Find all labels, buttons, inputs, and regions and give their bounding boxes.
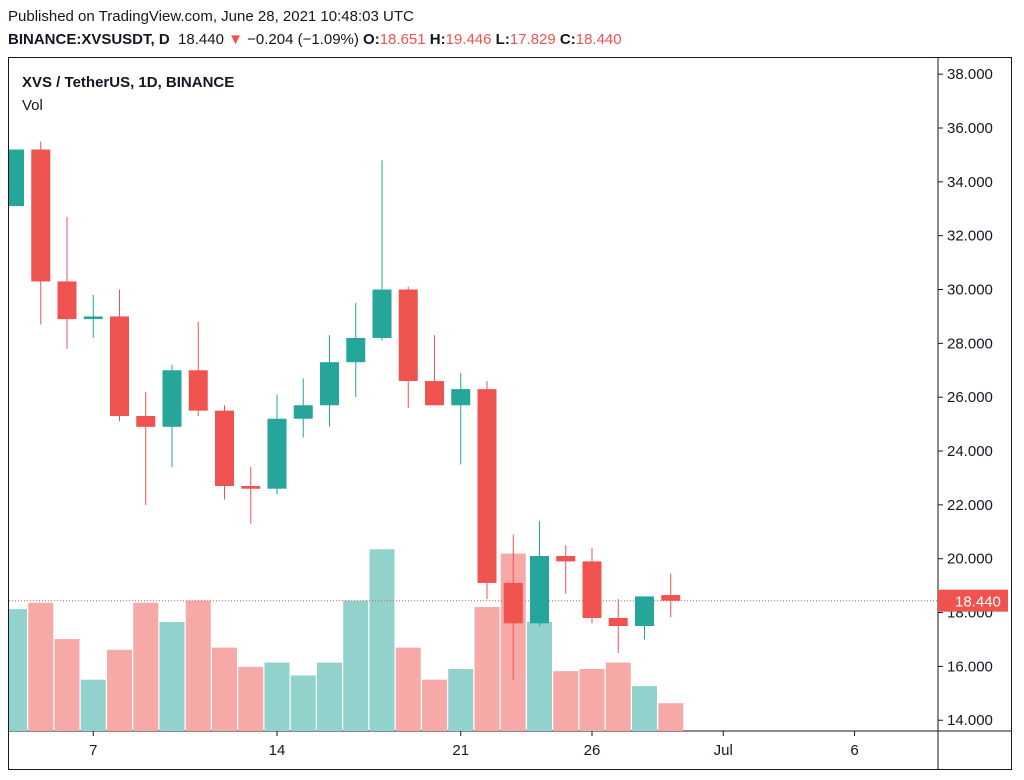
- candle-body: [372, 289, 392, 338]
- y-tick-label: 26.000: [947, 389, 993, 406]
- volume-bar: [579, 669, 605, 731]
- y-tick-label: 30.000: [947, 282, 993, 299]
- volume-bar: [133, 602, 159, 731]
- y-tick-label: 34.000: [947, 174, 993, 191]
- x-tick-label: 7: [89, 742, 97, 759]
- volume-bar: [369, 549, 395, 731]
- volume-bar: [80, 679, 106, 731]
- plot-area: [9, 141, 938, 731]
- candle-body: [188, 370, 208, 411]
- volume-bar: [448, 669, 474, 731]
- volume-bar: [290, 675, 316, 731]
- candle-body: [57, 281, 77, 320]
- volume-bar: [474, 607, 500, 731]
- candle-body: [162, 370, 182, 427]
- high-value: 19.446: [445, 31, 492, 48]
- volume-bar: [395, 647, 421, 731]
- candle-body: [83, 316, 103, 320]
- candle-body: [635, 596, 654, 627]
- last-price-badge: [938, 589, 1008, 612]
- candle-body: [661, 595, 681, 601]
- volume-bar: [212, 647, 237, 731]
- x-tick-label: 21: [452, 742, 469, 759]
- low-value: 17.829: [509, 31, 556, 48]
- volume-bar: [632, 686, 657, 731]
- high-label: H:: [429, 31, 446, 48]
- low-label: L:: [495, 31, 510, 48]
- candle-body: [503, 582, 523, 624]
- volume-bar: [658, 703, 684, 731]
- candle-body: [530, 556, 549, 624]
- volume-bar: [422, 679, 447, 731]
- price-change: −0.204 (−1.09%): [247, 31, 359, 48]
- open-label: O:: [363, 31, 380, 48]
- y-tick-label: 24.000: [947, 443, 993, 460]
- last-price: 18.440: [178, 31, 224, 48]
- candle-body: [608, 617, 628, 627]
- volume-bar: [54, 639, 80, 731]
- volume-bar: [317, 662, 342, 731]
- chart-legend-vol: Vol: [22, 97, 43, 114]
- y-tick-label: 20.000: [947, 551, 993, 568]
- close-value: 18.440: [575, 31, 622, 48]
- candle-body: [267, 418, 287, 489]
- candle-body: [241, 486, 261, 489]
- y-tick-label: 28.000: [947, 335, 993, 352]
- down-arrow-icon: ▼: [228, 31, 243, 48]
- y-tick-label: 36.000: [947, 120, 993, 137]
- candle-body: [425, 381, 444, 406]
- y-tick-label: 14.000: [947, 712, 993, 729]
- published-line: Published on TradingView.com, June 28, 2…: [8, 8, 414, 25]
- volume-bar: [553, 671, 579, 731]
- last-price-label: 18.440: [955, 594, 1001, 611]
- x-tick-label: Jul: [714, 742, 733, 759]
- volume-bar: [9, 609, 27, 731]
- close-label: C:: [559, 31, 576, 48]
- volume-bar: [605, 662, 631, 731]
- candle-body: [346, 337, 366, 363]
- candle-body: [110, 316, 129, 417]
- chart-frame[interactable]: [8, 57, 1012, 770]
- symbol-line: BINANCE:XVSUSDT, D 18.440 ▼ −0.204 (−1.0…: [8, 31, 622, 48]
- y-tick-label: 22.000: [947, 497, 993, 514]
- volume-bar: [28, 602, 54, 731]
- volume-bar: [264, 662, 290, 731]
- candle-body: [398, 289, 418, 382]
- volume-bar: [343, 600, 369, 731]
- candle-body: [31, 149, 51, 282]
- candle-body: [451, 389, 471, 406]
- volume-bar: [159, 621, 185, 731]
- y-tick-label: 32.000: [947, 228, 993, 245]
- volume-bar: [185, 600, 211, 731]
- candle-body: [320, 362, 339, 406]
- x-tick-label: 26: [584, 742, 601, 759]
- symbol-name: BINANCE:XVSUSDT, D: [8, 31, 170, 48]
- volume-bar: [238, 666, 264, 731]
- candle-body: [293, 405, 313, 419]
- x-tick-label: 6: [850, 742, 858, 759]
- candle-body: [477, 389, 497, 583]
- candle-body: [136, 416, 156, 427]
- volume-bar: [107, 649, 132, 731]
- x-tick-label: 14: [269, 742, 286, 759]
- candle-body: [9, 149, 24, 207]
- y-tick-label: 38.000: [947, 66, 993, 83]
- candle-body: [215, 410, 234, 487]
- open-value: 18.651: [379, 31, 426, 48]
- volume-bar: [527, 621, 552, 731]
- chart-legend-pair: XVS / TetherUS, 1D, BINANCE: [22, 74, 235, 91]
- y-tick-label: 16.000: [947, 658, 993, 675]
- candle-body: [582, 561, 602, 618]
- candle-body: [556, 556, 576, 562]
